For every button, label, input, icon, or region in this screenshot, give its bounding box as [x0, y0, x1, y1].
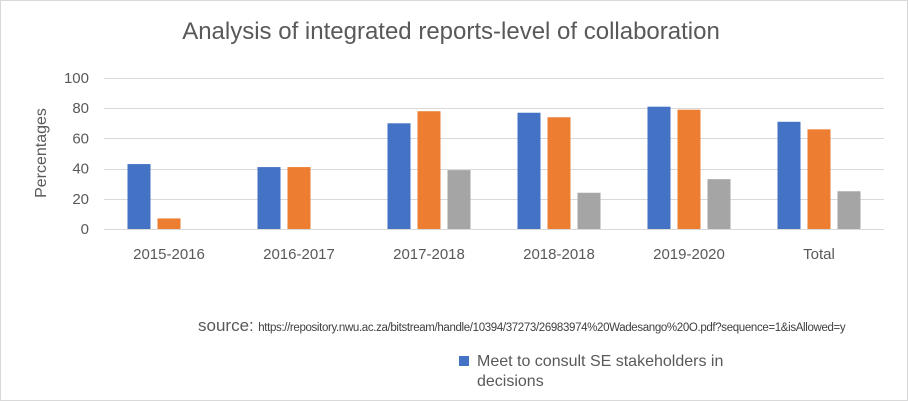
y-tick-labels: 0 20 40 60 80 100 — [64, 70, 89, 238]
bar-series-2 — [417, 111, 441, 229]
source-url: https://repository.nwu.ac.za/bitstream/h… — [258, 322, 846, 334]
bar-series-1 — [777, 121, 801, 229]
bars — [127, 106, 861, 229]
x-tick-label: 2017-2018 — [393, 246, 465, 263]
bar-series-1 — [647, 106, 671, 229]
bar-series-2 — [547, 117, 571, 229]
gridlines — [104, 78, 884, 230]
y-tick-label: 80 — [72, 100, 89, 117]
y-tick-label: 60 — [72, 130, 89, 147]
bar-series-3 — [837, 191, 861, 229]
x-tick-label: 2015-2016 — [133, 246, 205, 263]
x-tick-label: Total — [803, 246, 835, 263]
bar-series-1 — [257, 167, 281, 229]
x-tick-label: 2019-2020 — [653, 246, 725, 263]
bar-series-3 — [707, 179, 731, 229]
source-label: source: — [198, 316, 254, 335]
y-tick-label: 20 — [72, 191, 89, 208]
bar-series-2 — [807, 129, 831, 229]
bar-series-3 — [447, 170, 471, 229]
legend-swatch — [459, 356, 469, 366]
y-axis-label: Percentages — [33, 108, 50, 198]
bar-series-1 — [517, 112, 541, 229]
bar-series-2 — [287, 167, 311, 229]
bar-series-2 — [157, 218, 181, 229]
y-tick-label: 100 — [64, 70, 89, 87]
chart-title: Analysis of integrated reports-level of … — [182, 18, 720, 45]
y-tick-label: 40 — [72, 161, 89, 178]
bar-series-1 — [387, 123, 411, 229]
x-tick-labels: 2015-2016 2016-2017 2017-2018 2018-2018 2019… — [133, 246, 835, 263]
bar-series-1 — [127, 164, 151, 229]
legend-label: Meet to consult SE stakeholders in decis… — [477, 353, 724, 390]
source-note: source: https://repository.nwu.ac.za/bit… — [198, 316, 846, 336]
x-tick-label: 2016-2017 — [263, 246, 335, 263]
y-tick-label: 0 — [81, 221, 89, 238]
bar-series-2 — [677, 109, 701, 229]
bar-series-3 — [577, 192, 601, 229]
x-tick-label: 2018-2018 — [523, 246, 595, 263]
